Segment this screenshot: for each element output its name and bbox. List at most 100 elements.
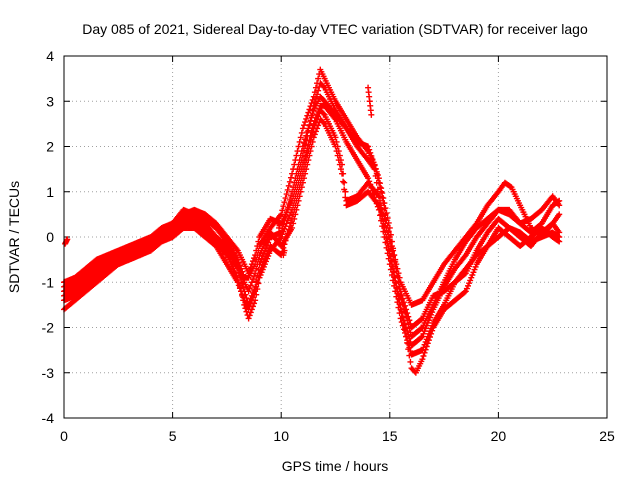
- data-point-trace-6: [402, 327, 409, 334]
- data-point-trace-6: [308, 143, 315, 150]
- x-tick-label: 20: [491, 428, 507, 444]
- data-point-trace-1: [281, 199, 288, 206]
- data-point-trace-6: [334, 152, 341, 159]
- data-point-trace-1: [306, 106, 313, 113]
- data-point-trace-6: [294, 202, 301, 209]
- data-point-trace-2: [245, 315, 252, 322]
- data-point-trace-6: [386, 247, 393, 254]
- data-point-trace-4: [248, 261, 255, 268]
- data-point-trace-5: [235, 282, 242, 289]
- data-point-trace-6: [236, 267, 243, 274]
- data-point-trace-6: [467, 277, 474, 284]
- data-point-trace-6: [385, 243, 392, 250]
- data-point-trace-6: [383, 234, 390, 240]
- data-point-trace-6: [293, 206, 300, 213]
- data-point-trace-6: [246, 285, 253, 292]
- data-point-trace-5: [259, 262, 266, 269]
- data-point-trace-4: [247, 264, 254, 271]
- data-point-trace-6: [333, 148, 340, 155]
- data-point-trace-5: [245, 306, 252, 313]
- data-point-trace-6: [387, 253, 394, 260]
- data-point-trace-6: [377, 206, 384, 213]
- data-point-trace-6: [238, 270, 245, 277]
- data-point-trace-5: [258, 264, 265, 271]
- data-point-trace-6: [378, 211, 385, 218]
- data-point-trace-5: [248, 297, 255, 304]
- data-points: [61, 66, 563, 376]
- data-point-trace-5: [375, 193, 382, 200]
- data-point-dropout-1: [277, 220, 284, 227]
- data-point-trace-6: [420, 353, 427, 360]
- data-point-trace-1: [296, 138, 303, 145]
- y-tick-label: 2: [46, 139, 54, 155]
- y-tick-label: 1: [46, 184, 54, 200]
- data-point-trace-6: [379, 215, 386, 222]
- data-point-trace-5: [240, 294, 247, 301]
- data-point-trace-4: [424, 319, 431, 326]
- data-point-trace-5: [261, 256, 268, 263]
- x-axis-ticks: 0 5 10 15 20 25: [60, 56, 615, 444]
- data-point-trace-5: [251, 291, 258, 298]
- data-point-trace-6: [423, 343, 430, 350]
- data-point-trace-6: [426, 334, 433, 341]
- data-point-trace-6: [247, 282, 254, 289]
- data-point-trace-5: [252, 288, 259, 295]
- data-point-trace-3: [366, 146, 373, 153]
- data-point-trace-4: [418, 334, 425, 341]
- data-point-trace-6: [249, 276, 256, 283]
- y-tick-label: 0: [46, 229, 54, 245]
- data-point-trace-4: [312, 95, 319, 102]
- data-point-trace-4: [426, 314, 433, 321]
- data-point-trace-5: [239, 291, 246, 298]
- data-point-trace-5: [418, 316, 425, 323]
- data-point-trace-6: [466, 280, 473, 287]
- data-point-trace-1: [283, 191, 290, 198]
- data-point-trace-4: [314, 91, 321, 98]
- data-point-trace-1: [556, 211, 563, 218]
- data-point-trace-6: [404, 339, 411, 346]
- data-point-trace-4: [255, 238, 262, 245]
- data-point-trace-4: [556, 202, 563, 209]
- data-point-trace-6: [399, 314, 406, 321]
- data-point-trace-6: [388, 258, 395, 265]
- data-point-trace-6: [239, 273, 246, 280]
- data-point-trace-6: [307, 148, 314, 155]
- data-point-trace-1: [285, 182, 292, 189]
- data-point-trace-4: [320, 83, 327, 90]
- data-point-trace-4: [245, 270, 252, 277]
- data-point-trace-1: [284, 186, 291, 193]
- data-point-trace-6: [332, 143, 339, 150]
- data-point-trace-4: [373, 179, 380, 186]
- data-point-trace-1: [312, 84, 319, 91]
- data-point-trace-5: [234, 279, 241, 286]
- data-point-trace-1: [279, 207, 286, 214]
- data-point-trace-6: [309, 138, 316, 145]
- data-point-trace-6: [335, 157, 342, 164]
- chart-title: Day 085 of 2021, Sidereal Day-to-day VTE…: [82, 21, 588, 37]
- data-point-trace-6: [424, 340, 431, 347]
- data-point-trace-1: [301, 122, 308, 129]
- data-point-trace-3: [278, 229, 285, 236]
- data-point-trace-6: [304, 161, 311, 168]
- data-point-trace-6: [235, 264, 242, 271]
- data-point-trace-4: [304, 132, 311, 139]
- data-point-trace-4: [403, 324, 410, 331]
- data-point-trace-5: [262, 253, 269, 260]
- data-point-trace-6: [253, 265, 260, 272]
- data-point-trace-6: [310, 134, 317, 141]
- data-point-trace-4: [406, 335, 413, 342]
- data-point-trace-5: [406, 317, 413, 324]
- data-point-trace-6: [472, 263, 479, 270]
- data-point-trace-5: [255, 274, 262, 281]
- data-point-trace-4: [249, 258, 256, 265]
- data-point-trace-6: [429, 327, 436, 334]
- data-point-trace-6: [381, 224, 388, 231]
- data-point-trace-6: [337, 166, 344, 173]
- data-point-trace-4: [310, 102, 317, 109]
- data-point-trace-6: [302, 170, 309, 177]
- data-point-trace-3: [365, 143, 372, 150]
- data-point-trace-1: [305, 109, 312, 116]
- data-point-trace-6: [396, 296, 403, 303]
- data-point-trace-6: [297, 188, 304, 195]
- data-point-trace-5: [461, 271, 468, 278]
